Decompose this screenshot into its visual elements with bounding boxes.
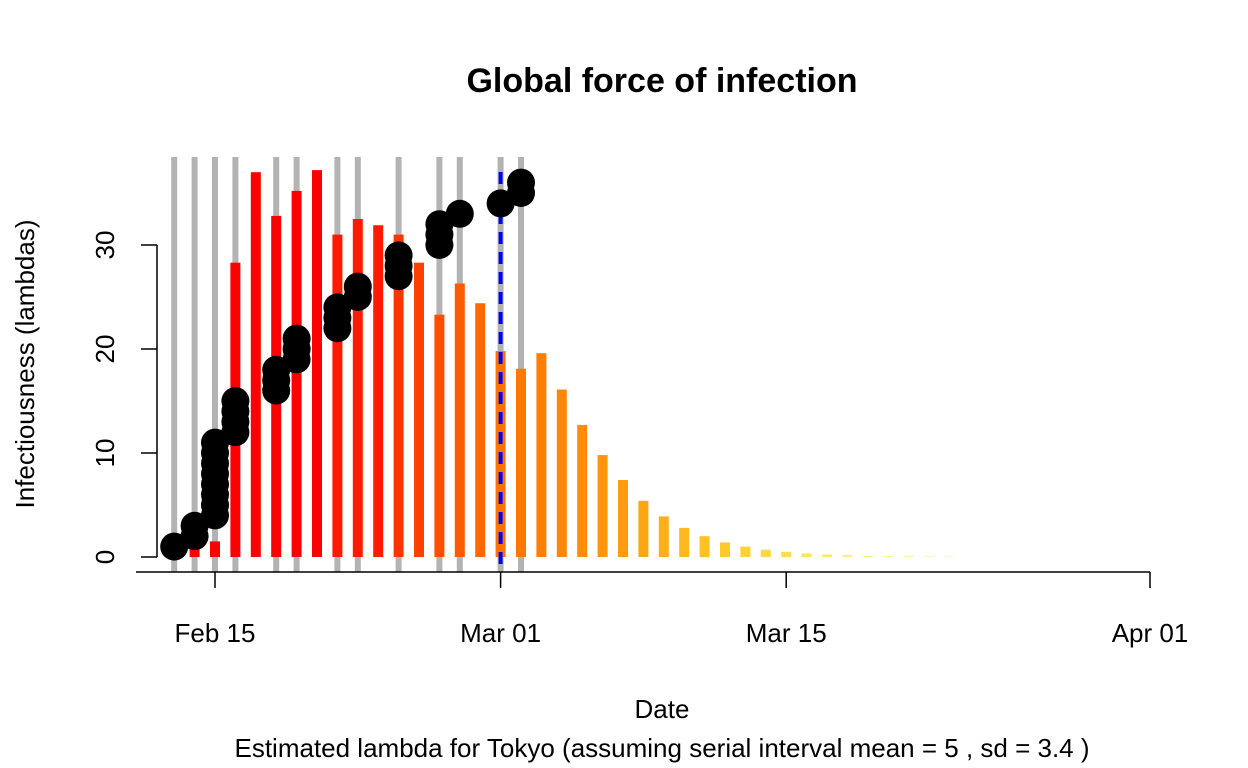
lambda-bar (312, 170, 322, 557)
x-tick-label: Feb 15 (175, 618, 256, 648)
y-tick-label: 20 (90, 335, 120, 364)
lambda-bar (658, 516, 669, 557)
lambda-bar (434, 314, 445, 557)
lambda-bar (352, 219, 363, 557)
lambda-bar (189, 546, 200, 557)
x-axis: Feb 15 Mar 01 Mar 15 Apr 01 (136, 571, 1189, 648)
y-axis: 0 10 20 30 (90, 231, 158, 564)
case-point (507, 168, 535, 197)
lambda-bar (414, 262, 424, 557)
lambda-bar (597, 455, 608, 557)
lambda-bar (516, 368, 526, 557)
x-tick-label: Mar 15 (746, 618, 827, 648)
lambda-bar (332, 234, 343, 557)
y-axis-label: Infectiousness (lambdas) (10, 219, 40, 508)
case-point (384, 241, 413, 270)
lambda-bar (454, 283, 465, 557)
chart-title: Global force of infection (466, 62, 857, 100)
lambda-bar (250, 172, 261, 557)
lambda-bar (842, 555, 853, 557)
lambda-bar (883, 556, 894, 557)
lambda-bar (822, 554, 832, 557)
lambda-bar (801, 553, 812, 557)
y-tick-label: 0 (90, 550, 120, 564)
x-tick-label: Mar 01 (460, 618, 541, 648)
lambda-bar (760, 549, 771, 557)
lambda-bar (618, 480, 628, 557)
lambda-bar (210, 541, 220, 557)
lambda-bar (291, 190, 302, 558)
y-tick-label: 10 (90, 439, 120, 468)
lambda-bar (393, 234, 404, 557)
lambda-bar (903, 556, 914, 557)
case-point (343, 272, 372, 301)
chart-subtitle: Estimated lambda for Tokyo (assuming ser… (234, 733, 1089, 763)
lambda-bar (679, 527, 690, 557)
lambda-bar (556, 389, 567, 557)
lambda-bar (944, 556, 955, 557)
x-tick-label: Apr 01 (1112, 618, 1189, 648)
lambda-bar (373, 225, 384, 558)
lambda-bar (638, 500, 649, 557)
lambda-bar (699, 536, 710, 557)
lambda-bar (740, 546, 751, 557)
lambda-bar (781, 551, 792, 557)
case-point (282, 324, 311, 353)
lambda-bar (862, 555, 873, 557)
y-tick-label: 30 (90, 231, 120, 260)
case-point (221, 387, 250, 415)
lambda-bar (577, 424, 588, 557)
x-axis-label: Date (635, 694, 690, 724)
lambda-bar (475, 303, 486, 557)
cumulative-case-points (160, 168, 535, 561)
lambda-bar (536, 353, 547, 557)
lambda-bar (924, 556, 934, 557)
lambda-bar (720, 542, 730, 557)
case-point (445, 199, 474, 228)
